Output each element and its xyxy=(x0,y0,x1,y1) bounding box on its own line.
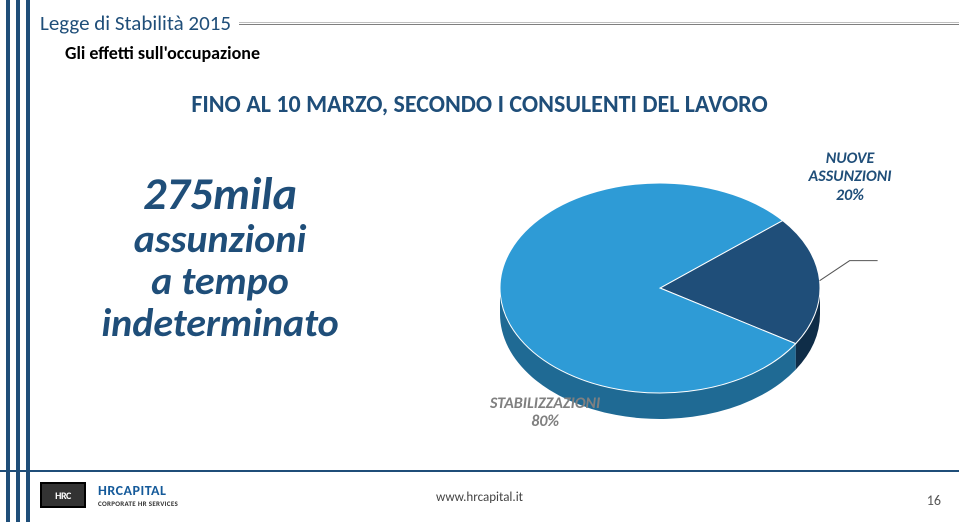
side-bar xyxy=(26,0,30,522)
header-bar: Legge di Stabilità 2015 xyxy=(40,8,959,38)
side-bar xyxy=(6,0,10,522)
pie-label-a-text: NUOVE ASSUNZIONI xyxy=(809,149,892,186)
side-bars xyxy=(0,0,54,522)
slide: Legge di Stabilità 2015 Gli effetti sull… xyxy=(0,0,959,522)
pie-label-a-pct: 20% xyxy=(836,186,864,205)
title-wrap: Legge di Stabilità 2015 xyxy=(40,10,239,36)
headline: FINO AL 10 MARZO, SECONDO I CONSULENTI D… xyxy=(0,90,959,119)
bignum-line1: 275mila xyxy=(60,170,380,218)
header-title: Legge di Stabilità 2015 xyxy=(40,10,231,36)
page-number: 16 xyxy=(927,492,941,509)
bignum-line2: assunzioni xyxy=(60,218,380,260)
bignum-line3: a tempo xyxy=(60,260,380,302)
header-subtitle: Gli effetti sull'occupazione xyxy=(65,42,260,64)
pie-chart: NUOVE ASSUNZIONI 20% STABILIZZAZIONI 80% xyxy=(400,140,900,440)
pie-label-nuove-assunzioni: NUOVE ASSUNZIONI 20% xyxy=(800,150,900,205)
footer: HRC HRCAPITAL CORPORATE HR SERVICES www.… xyxy=(0,470,959,518)
pie-label-b-text: STABILIZZAZIONI xyxy=(490,394,600,413)
footer-url: www.hrcapital.it xyxy=(0,490,959,505)
pie-label-stabilizzazioni: STABILIZZAZIONI 80% xyxy=(490,395,600,432)
side-bar xyxy=(16,0,20,522)
header-rule xyxy=(239,22,959,25)
pie-label-b-pct: 80% xyxy=(531,412,559,431)
bignum-line4: indeterminato xyxy=(60,302,380,344)
big-number-block: 275mila assunzioni a tempo indeterminato xyxy=(60,170,380,344)
